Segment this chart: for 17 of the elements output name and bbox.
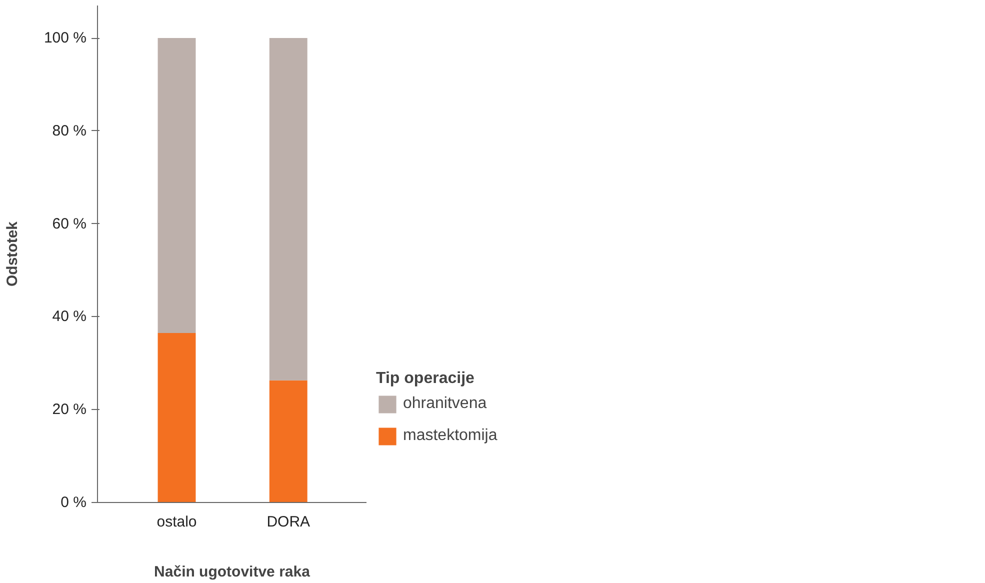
x-axis-title: Način ugotovitve raka bbox=[154, 564, 311, 580]
y-tick-label: 0 % bbox=[60, 494, 87, 511]
bar bbox=[158, 332, 196, 502]
legend-label: mastektomija bbox=[403, 427, 498, 445]
x-tick-label: ostalo bbox=[156, 514, 197, 530]
y-tick-label: 60 % bbox=[52, 215, 87, 232]
legend-title: Tip operacije bbox=[376, 370, 476, 388]
x-tick-label: DORA bbox=[266, 514, 310, 530]
y-axis-title: Odstotek bbox=[4, 220, 21, 287]
bar bbox=[269, 38, 308, 380]
bar bbox=[158, 38, 196, 333]
y-tick-label: 100 % bbox=[44, 30, 87, 47]
y-tick-label: 40 % bbox=[52, 308, 87, 326]
legend-label: ohranitvena bbox=[403, 395, 487, 413]
y-tick-label: 80 % bbox=[52, 122, 87, 140]
bar bbox=[269, 380, 308, 502]
y-tick-label: 20 % bbox=[52, 401, 87, 418]
